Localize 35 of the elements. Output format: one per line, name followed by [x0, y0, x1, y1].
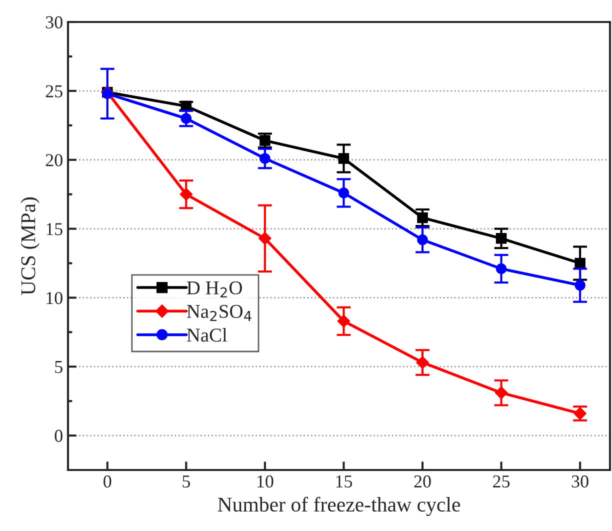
point [338, 153, 350, 164]
x-tick-label: 0 [104, 475, 112, 488]
legend-label: D H$_{2}$O [186, 281, 242, 298]
y-tick-label: 5 [55, 361, 62, 374]
point [180, 188, 193, 201]
point [496, 233, 507, 244]
point [574, 258, 586, 269]
point [338, 188, 350, 198]
point [574, 280, 586, 291]
point [417, 234, 428, 246]
y-axis-title: UCS (MPa) [20, 197, 40, 296]
point [496, 263, 507, 274]
y-tick-label: 30 [46, 16, 62, 28]
point [337, 314, 350, 328]
x-tick-label: 30 [572, 475, 588, 488]
x-axis-title: Number of freeze-thaw cycle [218, 496, 460, 516]
y-tick-label: 15 [46, 223, 62, 236]
x-tick-label: 25 [493, 475, 510, 488]
point [417, 212, 428, 224]
y-tick-label: 25 [46, 85, 62, 98]
point [260, 135, 270, 146]
point [494, 386, 508, 400]
point [416, 356, 429, 369]
y-tick-label: 0 [54, 430, 62, 442]
point [260, 153, 270, 164]
x-tick-label: 20 [414, 475, 431, 488]
x-tick-label: 15 [336, 475, 352, 488]
legend-label: Na$_{2}$SO$_{4}$ [186, 304, 252, 321]
legend-label: NaCl [186, 328, 228, 342]
point [180, 113, 192, 124]
y-tick-label: 10 [46, 292, 62, 304]
point [258, 232, 272, 245]
x-tick-label: 10 [258, 475, 274, 488]
y-tick-label: 20 [46, 154, 62, 166]
x-tick-label: 5 [182, 476, 190, 488]
